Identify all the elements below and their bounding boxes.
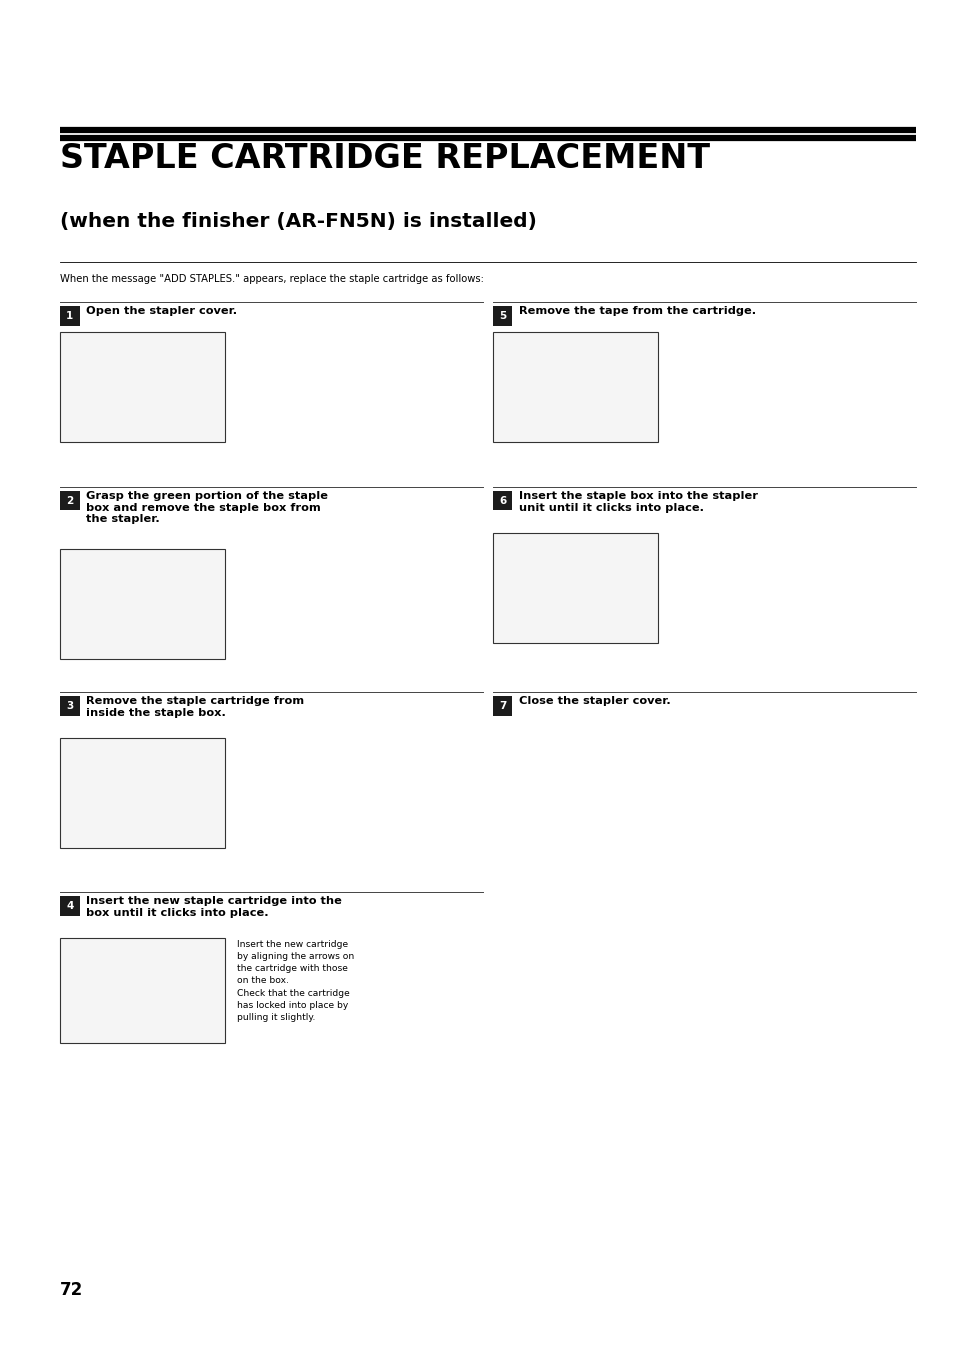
Bar: [60, 490, 79, 511]
Text: Remove the staple cartridge from
inside the staple box.: Remove the staple cartridge from inside …: [87, 696, 304, 717]
Bar: [493, 490, 512, 511]
Text: 1: 1: [66, 311, 73, 320]
Text: Insert the new cartridge
by aligning the arrows on
the cartridge with those
on t: Insert the new cartridge by aligning the…: [236, 940, 354, 1021]
Text: 5: 5: [498, 311, 506, 320]
Text: 7: 7: [498, 701, 506, 711]
Text: STAPLE CARTRIDGE REPLACEMENT: STAPLE CARTRIDGE REPLACEMENT: [60, 142, 709, 176]
Bar: [60, 738, 225, 848]
Text: Open the stapler cover.: Open the stapler cover.: [87, 305, 237, 316]
Bar: [493, 696, 512, 716]
Text: 72: 72: [60, 1281, 83, 1300]
Text: Close the stapler cover.: Close the stapler cover.: [519, 696, 671, 707]
Text: 3: 3: [66, 701, 73, 711]
Bar: [60, 696, 79, 716]
Bar: [60, 332, 225, 442]
Bar: [493, 534, 658, 643]
Bar: [60, 549, 225, 659]
Bar: [60, 896, 79, 916]
Text: 6: 6: [498, 496, 506, 505]
Bar: [60, 938, 225, 1043]
Bar: [60, 305, 79, 326]
Text: When the message "ADD STAPLES." appears, replace the staple cartridge as follows: When the message "ADD STAPLES." appears,…: [60, 274, 483, 284]
Text: 2: 2: [66, 496, 73, 505]
Text: Remove the tape from the cartridge.: Remove the tape from the cartridge.: [519, 305, 756, 316]
Text: (when the finisher (AR-FN5N) is installed): (when the finisher (AR-FN5N) is installe…: [60, 212, 537, 231]
Text: Insert the staple box into the stapler
unit until it clicks into place.: Insert the staple box into the stapler u…: [519, 490, 758, 512]
Text: 4: 4: [66, 901, 73, 911]
Text: Grasp the green portion of the staple
box and remove the staple box from
the sta: Grasp the green portion of the staple bo…: [87, 490, 328, 524]
Text: Insert the new staple cartridge into the
box until it clicks into place.: Insert the new staple cartridge into the…: [87, 896, 342, 917]
Bar: [493, 332, 658, 442]
Bar: [493, 305, 512, 326]
